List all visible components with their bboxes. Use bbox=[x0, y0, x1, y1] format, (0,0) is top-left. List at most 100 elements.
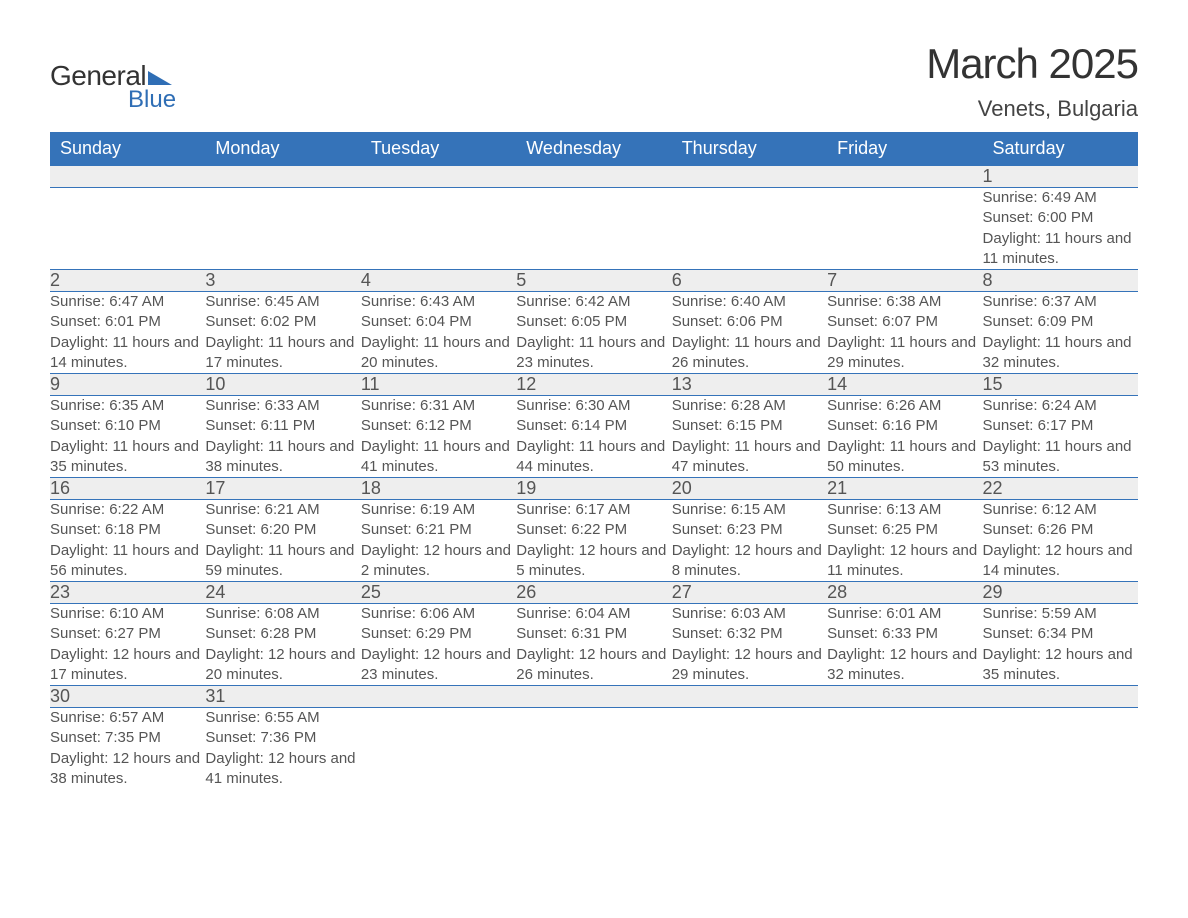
sunrise-line: Sunrise: 6:12 AM bbox=[983, 500, 1138, 520]
day-body-cell: Sunrise: 6:04 AMSunset: 6:31 PMDaylight:… bbox=[516, 604, 671, 686]
day-body-cell: Sunrise: 6:45 AMSunset: 6:02 PMDaylight:… bbox=[205, 292, 360, 374]
day-number-cell bbox=[516, 686, 671, 708]
week-daynum-row: 1 bbox=[50, 166, 1138, 188]
week-daynum-row: 23242526272829 bbox=[50, 582, 1138, 604]
sunrise-line: Sunrise: 6:57 AM bbox=[50, 708, 205, 728]
daylight-line: Daylight: 12 hours and 23 minutes. bbox=[361, 645, 516, 686]
weekday-header-row: Sunday Monday Tuesday Wednesday Thursday… bbox=[50, 132, 1138, 166]
daylight-line: Daylight: 12 hours and 41 minutes. bbox=[205, 749, 360, 790]
day-body-cell bbox=[516, 188, 671, 270]
daylight-line: Daylight: 12 hours and 14 minutes. bbox=[983, 541, 1138, 582]
sunset-line: Sunset: 6:20 PM bbox=[205, 520, 360, 540]
day-number-cell: 20 bbox=[672, 478, 827, 500]
sunset-line: Sunset: 6:34 PM bbox=[983, 624, 1138, 644]
day-body-cell bbox=[50, 188, 205, 270]
daylight-line: Daylight: 12 hours and 20 minutes. bbox=[205, 645, 360, 686]
day-body-cell: Sunrise: 6:08 AMSunset: 6:28 PMDaylight:… bbox=[205, 604, 360, 686]
sunrise-line: Sunrise: 6:43 AM bbox=[361, 292, 516, 312]
day-number-cell: 8 bbox=[983, 270, 1138, 292]
sunrise-line: Sunrise: 6:03 AM bbox=[672, 604, 827, 624]
day-body-cell: Sunrise: 6:57 AMSunset: 7:35 PMDaylight:… bbox=[50, 708, 205, 790]
day-body-cell bbox=[205, 188, 360, 270]
day-body-cell: Sunrise: 6:43 AMSunset: 6:04 PMDaylight:… bbox=[361, 292, 516, 374]
day-body-cell bbox=[361, 188, 516, 270]
sunset-line: Sunset: 6:23 PM bbox=[672, 520, 827, 540]
day-body-cell: Sunrise: 6:37 AMSunset: 6:09 PMDaylight:… bbox=[983, 292, 1138, 374]
sunrise-line: Sunrise: 6:26 AM bbox=[827, 396, 982, 416]
sunset-line: Sunset: 6:12 PM bbox=[361, 416, 516, 436]
day-number-cell: 18 bbox=[361, 478, 516, 500]
col-wednesday: Wednesday bbox=[516, 132, 671, 166]
day-body-cell: Sunrise: 6:28 AMSunset: 6:15 PMDaylight:… bbox=[672, 396, 827, 478]
day-body-cell: Sunrise: 6:26 AMSunset: 6:16 PMDaylight:… bbox=[827, 396, 982, 478]
day-body-cell: Sunrise: 6:47 AMSunset: 6:01 PMDaylight:… bbox=[50, 292, 205, 374]
day-number-cell: 29 bbox=[983, 582, 1138, 604]
day-number-cell: 13 bbox=[672, 374, 827, 396]
day-body-cell: Sunrise: 6:17 AMSunset: 6:22 PMDaylight:… bbox=[516, 500, 671, 582]
col-saturday: Saturday bbox=[983, 132, 1138, 166]
day-body-cell: Sunrise: 6:49 AMSunset: 6:00 PMDaylight:… bbox=[983, 188, 1138, 270]
day-body-cell: Sunrise: 6:12 AMSunset: 6:26 PMDaylight:… bbox=[983, 500, 1138, 582]
sunrise-line: Sunrise: 6:06 AM bbox=[361, 604, 516, 624]
day-number-cell: 28 bbox=[827, 582, 982, 604]
sunrise-line: Sunrise: 6:21 AM bbox=[205, 500, 360, 520]
day-body-cell: Sunrise: 6:03 AMSunset: 6:32 PMDaylight:… bbox=[672, 604, 827, 686]
daylight-line: Daylight: 11 hours and 17 minutes. bbox=[205, 333, 360, 374]
day-number-cell: 26 bbox=[516, 582, 671, 604]
day-body-cell bbox=[672, 188, 827, 270]
sunset-line: Sunset: 6:04 PM bbox=[361, 312, 516, 332]
day-body-cell: Sunrise: 5:59 AMSunset: 6:34 PMDaylight:… bbox=[983, 604, 1138, 686]
day-body-cell: Sunrise: 6:21 AMSunset: 6:20 PMDaylight:… bbox=[205, 500, 360, 582]
daylight-line: Daylight: 11 hours and 53 minutes. bbox=[983, 437, 1138, 478]
day-number-cell: 5 bbox=[516, 270, 671, 292]
sunrise-line: Sunrise: 6:24 AM bbox=[983, 396, 1138, 416]
day-number-cell bbox=[672, 166, 827, 188]
sunrise-line: Sunrise: 6:08 AM bbox=[205, 604, 360, 624]
daylight-line: Daylight: 11 hours and 44 minutes. bbox=[516, 437, 671, 478]
sunrise-line: Sunrise: 6:04 AM bbox=[516, 604, 671, 624]
day-number-cell: 7 bbox=[827, 270, 982, 292]
sunrise-line: Sunrise: 6:47 AM bbox=[50, 292, 205, 312]
sunrise-line: Sunrise: 6:55 AM bbox=[205, 708, 360, 728]
day-number-cell: 16 bbox=[50, 478, 205, 500]
day-number-cell: 1 bbox=[983, 166, 1138, 188]
sunrise-line: Sunrise: 5:59 AM bbox=[983, 604, 1138, 624]
day-body-cell: Sunrise: 6:15 AMSunset: 6:23 PMDaylight:… bbox=[672, 500, 827, 582]
day-number-cell: 10 bbox=[205, 374, 360, 396]
daylight-line: Daylight: 12 hours and 26 minutes. bbox=[516, 645, 671, 686]
day-number-cell: 23 bbox=[50, 582, 205, 604]
sunrise-line: Sunrise: 6:30 AM bbox=[516, 396, 671, 416]
daylight-line: Daylight: 11 hours and 20 minutes. bbox=[361, 333, 516, 374]
sunrise-line: Sunrise: 6:45 AM bbox=[205, 292, 360, 312]
day-number-cell: 22 bbox=[983, 478, 1138, 500]
day-body-cell bbox=[827, 708, 982, 790]
sunset-line: Sunset: 6:26 PM bbox=[983, 520, 1138, 540]
sunset-line: Sunset: 6:28 PM bbox=[205, 624, 360, 644]
sunset-line: Sunset: 7:35 PM bbox=[50, 728, 205, 748]
day-number-cell bbox=[205, 166, 360, 188]
sunset-line: Sunset: 6:05 PM bbox=[516, 312, 671, 332]
day-number-cell: 3 bbox=[205, 270, 360, 292]
day-body-cell bbox=[983, 708, 1138, 790]
day-body-cell bbox=[827, 188, 982, 270]
sunset-line: Sunset: 6:11 PM bbox=[205, 416, 360, 436]
day-body-cell bbox=[672, 708, 827, 790]
daylight-line: Daylight: 12 hours and 2 minutes. bbox=[361, 541, 516, 582]
sunset-line: Sunset: 6:17 PM bbox=[983, 416, 1138, 436]
title-block: March 2025 Venets, Bulgaria bbox=[926, 40, 1138, 122]
week-body-row: Sunrise: 6:47 AMSunset: 6:01 PMDaylight:… bbox=[50, 292, 1138, 374]
week-daynum-row: 16171819202122 bbox=[50, 478, 1138, 500]
week-body-row: Sunrise: 6:57 AMSunset: 7:35 PMDaylight:… bbox=[50, 708, 1138, 790]
daylight-line: Daylight: 12 hours and 17 minutes. bbox=[50, 645, 205, 686]
sunset-line: Sunset: 7:36 PM bbox=[205, 728, 360, 748]
day-number-cell: 2 bbox=[50, 270, 205, 292]
sunrise-line: Sunrise: 6:33 AM bbox=[205, 396, 360, 416]
week-daynum-row: 2345678 bbox=[50, 270, 1138, 292]
day-number-cell: 31 bbox=[205, 686, 360, 708]
daylight-line: Daylight: 11 hours and 59 minutes. bbox=[205, 541, 360, 582]
sunset-line: Sunset: 6:33 PM bbox=[827, 624, 982, 644]
daylight-line: Daylight: 12 hours and 8 minutes. bbox=[672, 541, 827, 582]
day-number-cell bbox=[361, 166, 516, 188]
sunrise-line: Sunrise: 6:49 AM bbox=[983, 188, 1138, 208]
day-number-cell: 17 bbox=[205, 478, 360, 500]
